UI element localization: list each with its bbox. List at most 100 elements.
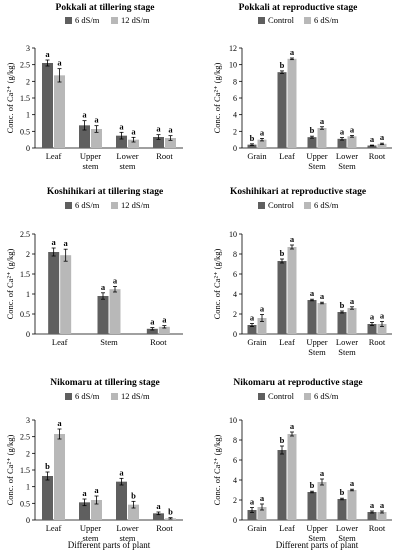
chart-5-legend-swatch-1 [65, 393, 72, 400]
chart-2-ylabel: Conc. of Ca²⁺ (g/kg) [212, 62, 222, 133]
chart-1-ytick-label-4: 2 [26, 77, 30, 86]
chart-6-xtick-label-3-line1: Lower [336, 523, 358, 533]
chart-1-bar-1-3 [153, 137, 164, 148]
chart-5-legend-label-1: 6 dS/m [75, 391, 100, 401]
chart-1-ytick-label-2: 1 [26, 111, 30, 120]
chart-4-sig-letter-1-0: a [250, 313, 255, 323]
chart-2-sig-letter-2-1: a [290, 47, 295, 57]
chart-6-legend-swatch-1 [258, 393, 265, 400]
chart-4-bar-1-3 [337, 312, 347, 334]
chart-5-legend-swatch-2 [111, 393, 118, 400]
chart-4-sig-letter-2-2: a [320, 291, 325, 301]
chart-1-ytick-label-1: 0.5 [20, 127, 30, 136]
chart-4-sig-letter-2-3: a [350, 296, 355, 306]
chart-1-bar-2-0 [54, 75, 65, 148]
chart-6-sig-letter-1-4: a [370, 500, 375, 510]
chart-6-ytick-label-5: 10 [229, 416, 237, 425]
chart-4-ytick-label-0: 0 [233, 330, 237, 339]
chart-6-sig-letter-2-1: a [290, 421, 295, 431]
chart-6-xtick-label-3-line2: Stem [338, 533, 356, 543]
chart-5-ytick-label-0: 0 [26, 516, 30, 525]
chart-6-sig-letter-1-3: b [340, 487, 345, 497]
chart-6-xtick-label-0: Grain [247, 523, 267, 533]
chart-1-bar-2-2 [128, 139, 139, 148]
chart-2-bar-1-1 [277, 72, 287, 148]
chart-1-ylabel: Conc. of Ca²⁺ (g/kg) [5, 62, 15, 133]
chart-2-legend-label-2: 6 dS/m [314, 15, 339, 25]
chart-1-xtick-label-0: Leaf [46, 151, 62, 161]
chart-3-ytick-label-3: 1.5 [20, 270, 30, 279]
chart-5-xtick-label-0: Leaf [46, 523, 62, 533]
chart-2-legend-swatch-1 [258, 17, 265, 24]
chart-4-sig-letter-2-0: a [260, 304, 265, 314]
chart-1-bar-2-1 [91, 129, 102, 148]
chart-2-bar-1-2 [307, 137, 317, 148]
chart-3-ytick-label-4: 2 [26, 250, 30, 259]
chart-4-legend-swatch-2 [304, 202, 311, 209]
chart-2-bar-1-4 [367, 145, 377, 148]
chart-3-bar-2-0 [60, 255, 72, 334]
chart-5-ytick-label-6: 3 [26, 416, 30, 425]
chart-3-legend-swatch-1 [65, 202, 72, 209]
chart-1-legend-swatch-1 [65, 17, 72, 24]
chart-3-legend-label-1: 6 dS/m [75, 200, 100, 210]
chart-2-xtick-label-3-line1: Lower [336, 151, 358, 161]
chart-3-sig-letter-1-1: a [101, 282, 106, 292]
chart-3-ylabel: Conc. of Ca²⁺ (g/kg) [5, 248, 15, 319]
chart-6-ytick-label-1: 2 [233, 496, 237, 505]
chart-6-ylabel: Conc. of Ca²⁺ (g/kg) [212, 434, 222, 505]
chart-4-sig-letter-1-2: a [310, 288, 315, 298]
chart-3-title: Koshihikari at tillering stage [47, 187, 163, 197]
chart-6-xtick-label-2-line2: Stem [308, 533, 326, 543]
chart-3-ytick-label-1: 0.5 [20, 310, 30, 319]
chart-5-bar-1-1 [79, 502, 90, 520]
chart-4-bar-2-3 [347, 308, 357, 334]
chart-2-bar-2-4 [377, 143, 387, 148]
chart-4-bar-1-0 [247, 325, 257, 334]
chart-4-bar-1-4 [367, 324, 377, 334]
chart-6-xtick-label-2-line1: Upper [306, 523, 327, 533]
chart-2-xtick-label-4: Root [369, 151, 386, 161]
chart-4-xtick-label-4: Root [369, 337, 386, 347]
chart-3-ytick-label-5: 2.5 [20, 230, 30, 239]
chart-2-ytick-label-4: 8 [233, 77, 237, 86]
chart-6-bar-1-1 [277, 450, 287, 520]
chart-4-xtick-label-3-line1: Lower [336, 337, 358, 347]
chart-4-ytick-label-3: 6 [233, 270, 237, 279]
chart-2-bar-2-0 [257, 139, 267, 148]
chart-6-sig-letter-1-2: b [310, 480, 315, 490]
chart-6-bar-1-2 [307, 492, 317, 520]
chart-2-xtick-label-1: Leaf [279, 151, 295, 161]
chart-2-xtick-label-0: Grain [247, 151, 267, 161]
chart-6-xtick-label-1: Leaf [279, 523, 295, 533]
chart-4-bar-2-0 [257, 318, 267, 334]
chart-2-sig-letter-2-0: a [260, 127, 265, 137]
chart-2-title: Pokkali at reproductive stage [239, 3, 358, 13]
chart-1-sig-letter-2-2: a [131, 126, 136, 136]
chart-5-sig-letter-2-0: a [57, 418, 62, 428]
chart-5-legend-label-2: 12 dS/m [121, 391, 150, 401]
chart-5-ytick-label-3: 1.5 [20, 466, 30, 475]
chart-5-bar-2-2 [128, 504, 139, 520]
chart-6-legend-label-2: 6 dS/m [314, 391, 339, 401]
chart-5-bar-1-2 [116, 481, 127, 520]
chart-3-xtick-label-0: Leaf [52, 337, 68, 347]
chart-6-bar-2-0 [257, 507, 267, 520]
chart-5-xlabel: Different parts of plant [68, 540, 151, 550]
chart-2-bar-1-3 [337, 138, 347, 148]
chart-1-xtick-label-1-line1: Upper [80, 151, 101, 161]
chart-3-bar-2-1 [109, 289, 121, 334]
chart-2-sig-letter-1-0: b [250, 133, 255, 143]
chart-1-sig-letter-1-1: a [82, 110, 87, 120]
chart-6-ytick-label-0: 0 [233, 516, 237, 525]
chart-5-ylabel: Conc. of Ca²⁺ (g/kg) [5, 434, 15, 505]
chart-2-sig-letter-1-1: b [280, 60, 285, 70]
chart-6-bar-2-1 [287, 434, 297, 520]
chart-6-sig-letter-2-3: a [350, 478, 355, 488]
chart-2-sig-letter-2-2: a [320, 116, 325, 126]
chart-3-bar-1-0 [48, 252, 60, 334]
chart-2-xtick-label-2-line2: Stem [308, 161, 326, 171]
chart-5-xtick-label-2-line1: Lower [116, 523, 138, 533]
chart-4-title: Koshihikari at reproductive stage [230, 187, 366, 197]
